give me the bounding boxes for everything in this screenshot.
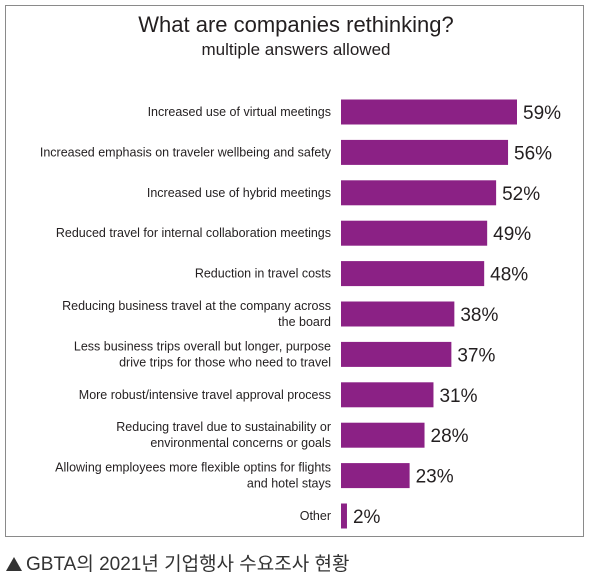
bar xyxy=(341,220,488,246)
category-label: Reducing travel due to sustainability or… xyxy=(116,420,331,450)
category-label: Reduced travel for internal collaboratio… xyxy=(56,226,331,240)
chart-subtitle: multiple answers allowed xyxy=(201,40,391,59)
category-label-line: Increased emphasis on traveler wellbeing… xyxy=(40,145,332,159)
category-label-line: Reduction in travel costs xyxy=(195,267,331,281)
bar xyxy=(341,99,517,125)
value-label: 38% xyxy=(460,305,498,326)
category-label-line: the board xyxy=(278,315,331,329)
value-label: 37% xyxy=(457,345,495,366)
category-label-line: Reducing business travel at the company … xyxy=(62,299,331,313)
chart-frame xyxy=(5,5,584,537)
category-label: Increased use of hybrid meetings xyxy=(147,186,331,200)
category-label-line: Reduced travel for internal collaboratio… xyxy=(56,226,331,240)
category-label-line: Increased use of virtual meetings xyxy=(148,105,331,119)
bar xyxy=(341,139,509,165)
category-label-line: Other xyxy=(300,509,331,523)
chart-title: What are companies rethinking? xyxy=(138,12,454,37)
bar xyxy=(341,180,497,206)
bar xyxy=(341,503,347,529)
bar-chart: 59% Increased use of virtual meetings 56% I… xyxy=(40,99,561,529)
category-label-line: Allowing employees more flexible optins … xyxy=(55,461,331,475)
value-label: 56% xyxy=(514,143,552,164)
bar xyxy=(341,341,452,367)
category-label-line: environmental concerns or goals xyxy=(150,436,331,450)
bar xyxy=(341,422,425,448)
value-label: 31% xyxy=(439,386,477,407)
category-label: Reducing business travel at the company … xyxy=(62,299,331,329)
category-label: Increased use of virtual meetings xyxy=(148,105,331,119)
category-label-line: More robust/intensive travel approval pr… xyxy=(79,388,331,402)
value-label: 28% xyxy=(431,426,469,447)
value-label: 2% xyxy=(353,507,381,528)
triangle-up-icon xyxy=(6,557,22,571)
bar xyxy=(341,382,434,408)
category-label: Reduction in travel costs xyxy=(195,267,331,281)
category-label: Increased emphasis on traveler wellbeing… xyxy=(40,145,332,159)
category-label: Less business trips overall but longer, … xyxy=(74,339,331,369)
category-label-line: and hotel stays xyxy=(247,477,331,491)
value-label: 49% xyxy=(493,224,531,245)
category-label: Allowing employees more flexible optins … xyxy=(55,461,331,491)
category-label: Other xyxy=(300,509,331,523)
figure-caption: GBTA의 2021년 기업행사 수요조사 현황 xyxy=(6,549,349,576)
bar xyxy=(341,463,410,489)
value-label: 52% xyxy=(502,184,540,205)
value-label: 23% xyxy=(416,467,454,488)
value-label: 48% xyxy=(490,265,528,286)
value-label: 59% xyxy=(523,103,561,124)
category-label-line: Less business trips overall but longer, … xyxy=(74,339,331,353)
caption-text: GBTA의 2021년 기업행사 수요조사 현황 xyxy=(26,554,350,575)
category-label-line: Reducing travel due to sustainability or xyxy=(116,420,331,434)
category-label: More robust/intensive travel approval pr… xyxy=(79,388,331,402)
bar xyxy=(341,261,485,287)
category-label-line: Increased use of hybrid meetings xyxy=(147,186,331,200)
bar xyxy=(341,301,455,327)
category-label-line: drive trips for those who need to travel xyxy=(119,355,331,369)
